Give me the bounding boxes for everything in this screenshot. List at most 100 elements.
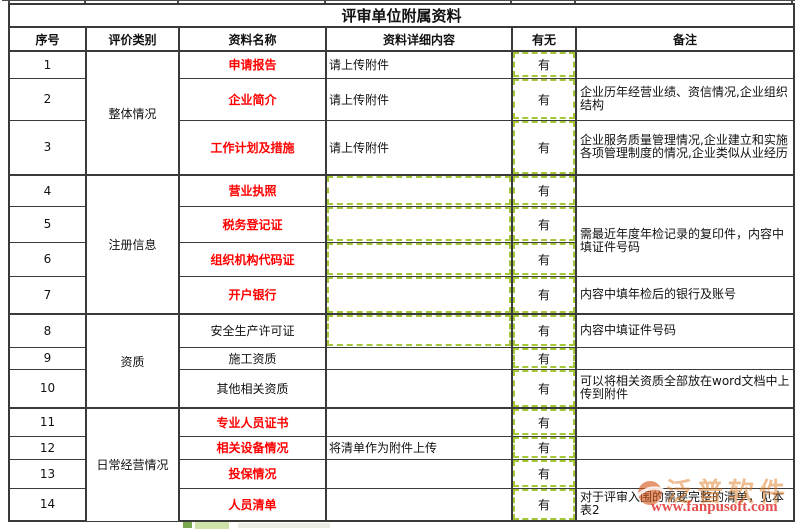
have-cell[interactable]: 有 bbox=[511, 241, 577, 277]
detail-cell[interactable] bbox=[325, 275, 513, 315]
table-row: 10 其他相关资质 有 可以将相关资质全部放在word文档中上传到附件 bbox=[8, 368, 796, 409]
bottom-fragment bbox=[195, 522, 229, 529]
grid-fragment bbox=[510, 0, 512, 4]
detail-cell[interactable] bbox=[325, 407, 513, 437]
row-number-cell: 3 bbox=[8, 119, 87, 176]
material-name-cell: 相关设备情况 bbox=[178, 435, 327, 460]
column-header-detail: 资料详细内容 bbox=[325, 26, 513, 52]
have-cell[interactable]: 有 bbox=[511, 458, 577, 489]
material-name-cell: 专业人员证书 bbox=[178, 407, 327, 437]
top-row-fragment bbox=[2, 0, 795, 1]
remark-cell: 对于评审入围的需要完整的清单，见本表2 bbox=[574, 487, 796, 522]
have-cell[interactable]: 有 bbox=[511, 346, 577, 370]
category-cell: 整体情况 bbox=[85, 50, 180, 176]
material-name-cell: 工作计划及措施 bbox=[178, 119, 327, 176]
have-cell[interactable]: 有 bbox=[511, 174, 577, 207]
material-name-cell: 施工资质 bbox=[178, 346, 327, 370]
grid-fragment bbox=[324, 0, 326, 4]
have-cell[interactable]: 有 bbox=[511, 313, 577, 348]
detail-cell[interactable]: 将清单作为附件上传 bbox=[325, 435, 513, 460]
table-row: 8 资质 安全生产许可证 有 内容中填证件号码 bbox=[8, 313, 796, 409]
have-cell[interactable]: 有 bbox=[511, 275, 577, 315]
have-cell[interactable]: 有 bbox=[511, 119, 577, 176]
table-row: 13 投保情况 有 bbox=[8, 458, 796, 489]
table-row: 7 开户银行 有 内容中填年检后的银行及账号 bbox=[8, 275, 796, 315]
detail-cell[interactable] bbox=[325, 313, 513, 348]
row-number-cell: 1 bbox=[8, 50, 87, 79]
remark-cell: 需最近年度年检记录的复印件，内容中填证件号码 bbox=[574, 205, 796, 277]
have-cell[interactable]: 有 bbox=[511, 435, 577, 460]
table-title: 评审单位附属资料 bbox=[7, 3, 796, 28]
material-name-cell: 其他相关资质 bbox=[178, 368, 327, 409]
grid-fragment bbox=[791, 0, 793, 4]
row-number-cell: 11 bbox=[8, 407, 87, 437]
grid-fragment bbox=[177, 0, 179, 4]
table-row: 1 整体情况 申请报告 请上传附件 有 bbox=[8, 50, 796, 176]
row-number-cell: 14 bbox=[8, 487, 87, 522]
have-cell[interactable]: 有 bbox=[511, 50, 577, 79]
column-header-have: 有无 bbox=[511, 26, 577, 52]
column-header-remark: 备注 bbox=[574, 26, 796, 52]
row-number-cell: 2 bbox=[8, 77, 87, 121]
table-row: 4 注册信息 营业执照 有 bbox=[8, 174, 796, 315]
material-name-cell: 营业执照 bbox=[178, 174, 327, 207]
materials-table: 评审单位附属资料 序号 评价类别 资料名称 资料详细内容 有无 备注 1 整体情… bbox=[7, 3, 796, 522]
detail-cell[interactable]: 请上传附件 bbox=[325, 119, 513, 176]
have-cell[interactable]: 有 bbox=[511, 407, 577, 437]
grid-fragment bbox=[574, 0, 576, 4]
bottom-fragment bbox=[238, 523, 330, 528]
bottom-fragment bbox=[183, 522, 192, 528]
detail-cell[interactable]: 请上传附件 bbox=[325, 50, 513, 79]
remark-cell bbox=[574, 435, 796, 460]
material-name-cell: 投保情况 bbox=[178, 458, 327, 489]
material-name-cell: 税务登记证 bbox=[178, 205, 327, 243]
remark-cell bbox=[574, 50, 796, 79]
material-name-cell: 企业简介 bbox=[178, 77, 327, 121]
detail-cell[interactable] bbox=[325, 458, 513, 489]
detail-cell[interactable] bbox=[325, 368, 513, 409]
category-cell: 注册信息 bbox=[85, 174, 180, 315]
remark-cell: 可以将相关资质全部放在word文档中上传到附件 bbox=[574, 368, 796, 409]
remark-cell: 内容中填年检后的银行及账号 bbox=[574, 275, 796, 315]
detail-cell[interactable] bbox=[325, 346, 513, 370]
detail-cell[interactable]: 请上传附件 bbox=[325, 77, 513, 121]
material-name-cell: 安全生产许可证 bbox=[178, 313, 327, 348]
row-number-cell: 8 bbox=[8, 313, 87, 348]
table-row: 11 日常经营情况 专业人员证书 有 bbox=[8, 407, 796, 522]
remark-cell: 企业历年经营业绩、资信情况,企业组织结构 bbox=[574, 77, 796, 121]
detail-cell[interactable] bbox=[325, 241, 513, 277]
row-number-cell: 10 bbox=[8, 368, 87, 409]
row-number-cell: 5 bbox=[8, 205, 87, 243]
remark-cell bbox=[574, 458, 796, 489]
row-number-cell: 12 bbox=[8, 435, 87, 460]
category-cell: 日常经营情况 bbox=[85, 407, 180, 522]
have-cell[interactable]: 有 bbox=[511, 368, 577, 409]
row-number-cell: 6 bbox=[8, 241, 87, 277]
detail-cell[interactable] bbox=[325, 487, 513, 522]
material-name-cell: 组织机构代码证 bbox=[178, 241, 327, 277]
grid-fragment bbox=[84, 0, 86, 4]
column-header-no: 序号 bbox=[8, 26, 87, 52]
row-number-cell: 13 bbox=[8, 458, 87, 489]
column-header-category: 评价类别 bbox=[85, 26, 180, 52]
row-number-cell: 4 bbox=[8, 174, 87, 207]
column-header-name: 资料名称 bbox=[178, 26, 327, 52]
material-name-cell: 申请报告 bbox=[178, 50, 327, 79]
row-number-cell: 7 bbox=[8, 275, 87, 315]
category-cell: 资质 bbox=[85, 313, 180, 409]
detail-cell[interactable] bbox=[325, 174, 513, 207]
table-row: 14 人员清单 有 对于评审入围的需要完整的清单，见本表2 bbox=[8, 487, 796, 522]
remark-cell bbox=[574, 174, 796, 207]
grid-fragment bbox=[8, 0, 10, 4]
detail-cell[interactable] bbox=[325, 205, 513, 243]
material-name-cell: 人员清单 bbox=[178, 487, 327, 522]
remark-cell bbox=[574, 407, 796, 437]
remark-cell bbox=[574, 346, 796, 370]
have-cell[interactable]: 有 bbox=[511, 487, 577, 522]
row-number-cell: 9 bbox=[8, 346, 87, 370]
have-cell[interactable]: 有 bbox=[511, 205, 577, 243]
table-row: 3 工作计划及措施 请上传附件 有 企业服务质量管理情况,企业建立和实施各项管理… bbox=[8, 119, 796, 176]
remark-cell: 内容中填证件号码 bbox=[574, 313, 796, 348]
have-cell[interactable]: 有 bbox=[511, 77, 577, 121]
